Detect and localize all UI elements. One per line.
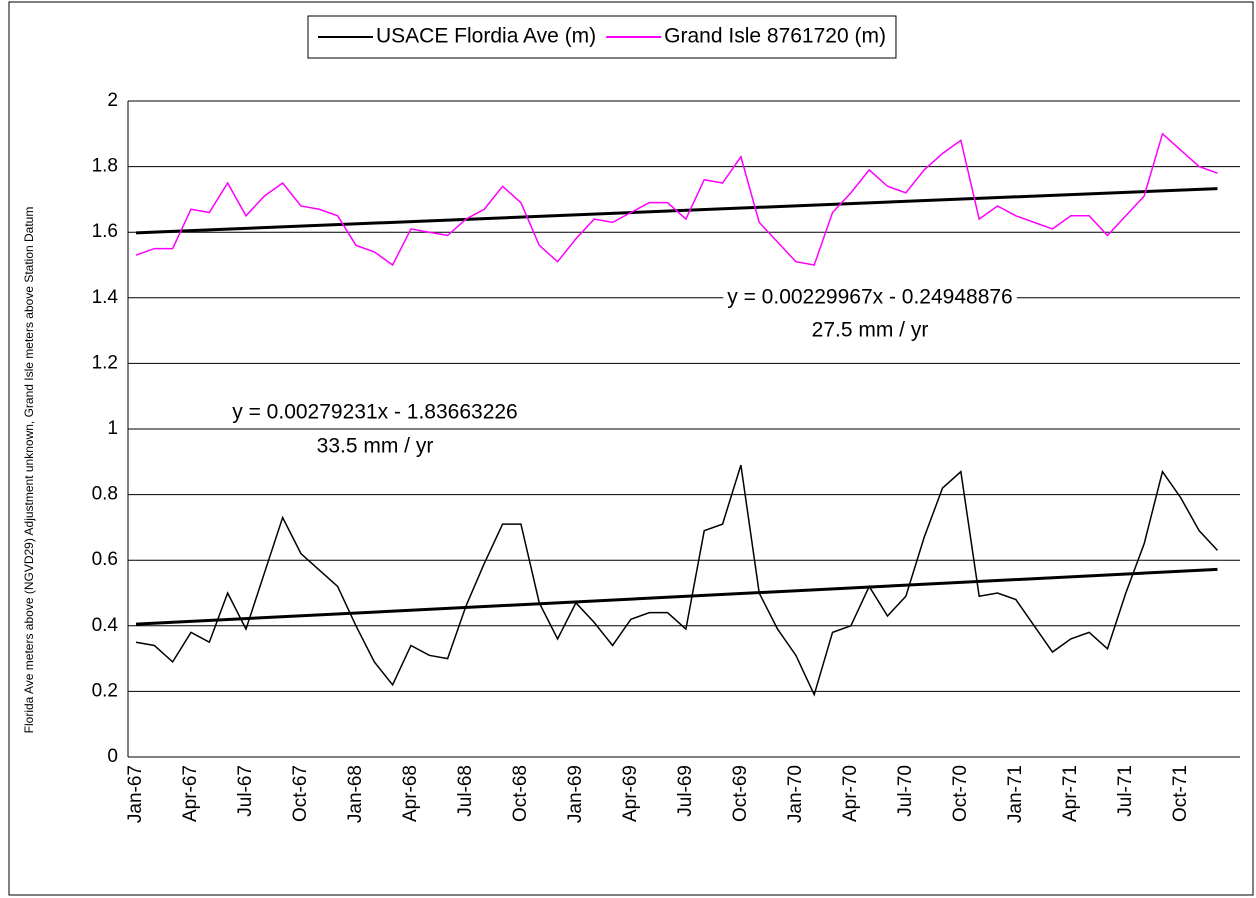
y-tick-label: 1.4 [92,287,119,308]
chart-border [8,1,1254,896]
x-tick-label: Jul-68 [455,765,476,817]
annotation-background [723,285,1017,309]
x-tick-label: Jan-69 [565,765,586,823]
annotation: y = 0.00229967x - 0.24948876 [727,286,1013,309]
series-line [135,132,1218,267]
x-tick-label: Apr-71 [1060,765,1081,822]
x-tick-label: Oct-67 [290,765,311,822]
x-tick-label: Jul-67 [235,765,256,817]
x-tick-label: Apr-69 [620,765,641,822]
legend-label: USACE Flordia Ave (m) [376,25,596,48]
x-tick-label: Apr-67 [180,765,201,822]
annotation: y = 0.00279231x - 1.83663226 [232,401,518,424]
legend-label: Grand Isle 8761720 (m) [664,25,886,48]
y-tick-label: 0.8 [92,484,118,505]
x-tick-label: Jan-70 [785,765,806,823]
x-tick-label: Oct-71 [1170,765,1191,822]
annotation-background [807,318,933,342]
y-tick-label: 0.2 [92,680,118,701]
y-tick-label: 2 [107,90,118,111]
y-tick-label: 0 [107,746,118,767]
x-tick-label: Jul-70 [895,765,916,817]
x-tick-label: Jan-68 [345,765,366,823]
x-tick-label: Oct-70 [950,765,971,822]
legend-box [307,15,897,59]
annotation-background [312,434,438,458]
series-line [135,464,1219,697]
y-tick-label: 0.6 [92,549,118,570]
y-tick-label: 1.6 [92,221,118,242]
y-tick-label: 1.2 [92,352,118,373]
y-tick-label: 0.4 [92,615,119,636]
y-axis-label: Florida Ave meters above (NGVD29) Adjust… [22,207,36,734]
x-tick-label: Jul-71 [1115,765,1136,817]
y-tick-label: 1.8 [92,156,118,177]
trendline [135,567,1218,626]
x-tick-label: Apr-70 [840,765,861,822]
x-tick-label: Apr-68 [400,765,421,822]
x-tick-label: Oct-68 [510,765,531,822]
annotation-background [228,400,522,424]
x-tick-label: Jan-71 [1005,765,1026,823]
annotation: 33.5 mm / yr [317,435,434,458]
x-tick-label: Oct-69 [730,765,751,822]
y-tick-label: 1 [107,418,118,439]
x-tick-label: Jan-67 [125,765,146,823]
x-tick-label: Jul-69 [675,765,696,817]
annotation: 27.5 mm / yr [812,319,929,342]
